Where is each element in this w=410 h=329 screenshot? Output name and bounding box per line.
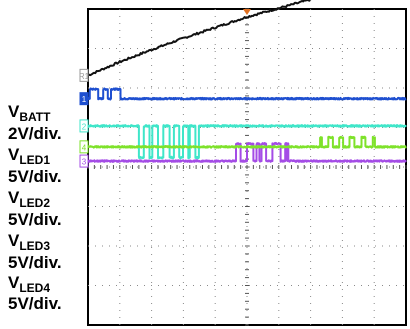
channel-label-vbatt: VBATT bbox=[8, 102, 51, 124]
channel-marker-text: 1 bbox=[82, 95, 87, 104]
trigger-position-marker bbox=[243, 9, 251, 15]
channel-scale-label: 5V/div. bbox=[8, 294, 62, 313]
channel-label-vled4: VLED4 bbox=[8, 273, 50, 295]
trace-vled1 bbox=[87, 87, 407, 101]
channel-label-column: VBATT2V/div.VLED15V/div.VLED25V/div.VLED… bbox=[8, 102, 62, 313]
trace-vled3 bbox=[87, 141, 407, 163]
channel-scale-label: 5V/div. bbox=[8, 167, 62, 186]
channel-label-vled1: VLED1 bbox=[8, 145, 50, 167]
channel-marker-vbatt[interactable] bbox=[79, 68, 89, 82]
channel-marker-layer: R1 1 2 3 4 bbox=[79, 68, 90, 168]
channel-marker-vled1[interactable] bbox=[79, 92, 89, 106]
channel-label-vled2: VLED2 bbox=[8, 188, 50, 210]
channel-marker-vled4[interactable] bbox=[79, 140, 89, 154]
channel-scale-label: 5V/div. bbox=[8, 210, 62, 229]
channel-marker-vled3[interactable] bbox=[79, 154, 89, 168]
channel-marker-text: 4 bbox=[82, 143, 87, 152]
trace-vled4 bbox=[87, 135, 407, 149]
channel-scale-label: 2V/div. bbox=[8, 124, 62, 143]
trace-vled2 bbox=[87, 124, 407, 160]
channel-marker-text: 3 bbox=[82, 158, 87, 167]
channel-scale-label: 5V/div. bbox=[8, 253, 62, 272]
trace-layer bbox=[87, 0, 407, 163]
channel-marker-text: R1 bbox=[79, 72, 90, 81]
channel-marker-text: 2 bbox=[82, 122, 87, 131]
channel-label-vled3: VLED3 bbox=[8, 231, 50, 253]
trace-vbatt bbox=[87, 0, 313, 77]
channel-marker-vled2[interactable] bbox=[79, 119, 89, 133]
